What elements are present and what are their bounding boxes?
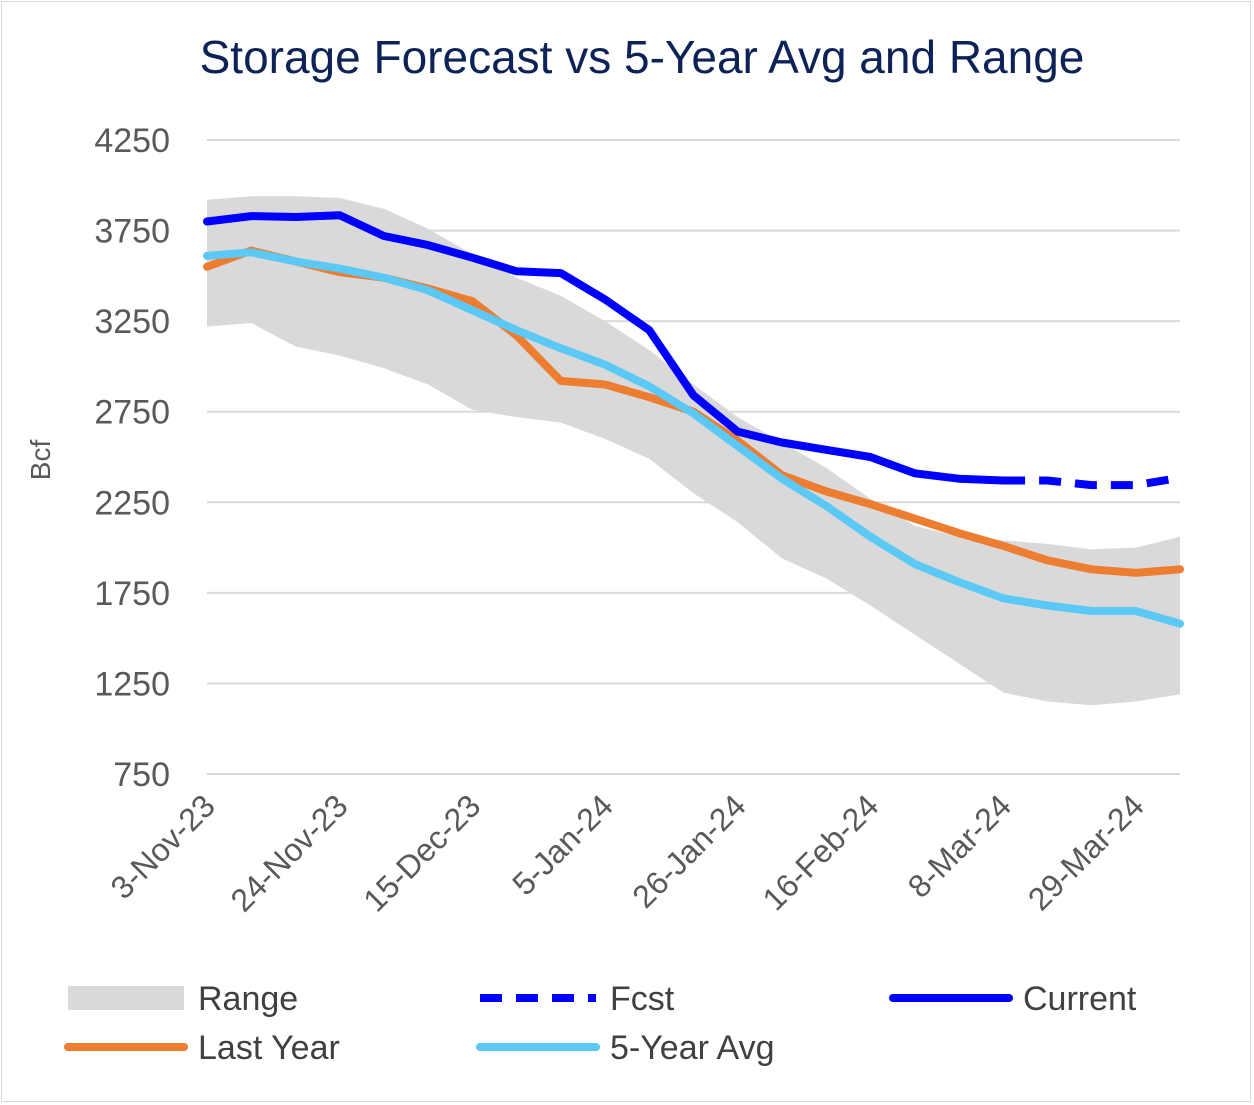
y-tick-label: 1750 [94, 575, 170, 613]
y-axis-ticks: 4250 3750 3250 2750 2250 1750 1250 750 [94, 122, 170, 794]
legend-swatch-band [68, 986, 184, 1010]
legend-item-range: Range [68, 980, 298, 1018]
series-line-current [203, 211, 1008, 485]
legend-label: Current [1023, 980, 1137, 1018]
x-tick-label: 16-Feb-24 [755, 787, 885, 917]
legend-label: Range [198, 980, 298, 1018]
y-tick-label: 2250 [94, 484, 170, 522]
x-tick-label: 8-Mar-24 [901, 787, 1018, 904]
x-tick-label: 3-Nov-23 [103, 787, 222, 906]
y-tick-label: 750 [113, 756, 170, 794]
y-tick-label: 1250 [94, 665, 170, 703]
x-tick-label: 24-Nov-23 [224, 787, 355, 918]
y-tick-label: 3250 [94, 303, 170, 341]
x-tick-label: 5-Jan-24 [505, 787, 620, 902]
legend-item-current: Current [889, 980, 1137, 1018]
legend-item-fcst: Fcst [480, 980, 675, 1018]
y-tick-label: 4250 [94, 122, 170, 160]
y-tick-label: 3750 [94, 213, 170, 251]
legend-item-5-year-avg: 5-Year Avg [476, 1029, 774, 1067]
legend-label: Last Year [198, 1029, 340, 1067]
legend-item-last-year: Last Year [64, 1029, 340, 1067]
chart-title: Storage Forecast vs 5-Year Avg and Range [199, 31, 1085, 83]
range-band-group [207, 196, 1180, 706]
y-tick-label: 2750 [94, 394, 170, 432]
legend: Range Fcst Current Last Year 5-Year Avg [64, 980, 1137, 1067]
series-lines [203, 211, 1184, 628]
series-line-5-year-avg [203, 248, 1184, 628]
x-tick-label: 15-Dec-23 [356, 787, 487, 918]
x-axis-ticks: 3-Nov-23 24-Nov-23 15-Dec-23 5-Jan-24 26-Jan… [103, 787, 1150, 918]
range-band [207, 196, 1180, 706]
x-tick-label: 26-Jan-24 [625, 787, 752, 914]
legend-label: 5-Year Avg [610, 1029, 774, 1067]
series-line-fcst [1003, 473, 1181, 490]
x-tick-label: 29-Mar-24 [1021, 787, 1151, 917]
legend-label: Fcst [610, 980, 675, 1018]
y-axis-label: Bcf [25, 440, 56, 481]
